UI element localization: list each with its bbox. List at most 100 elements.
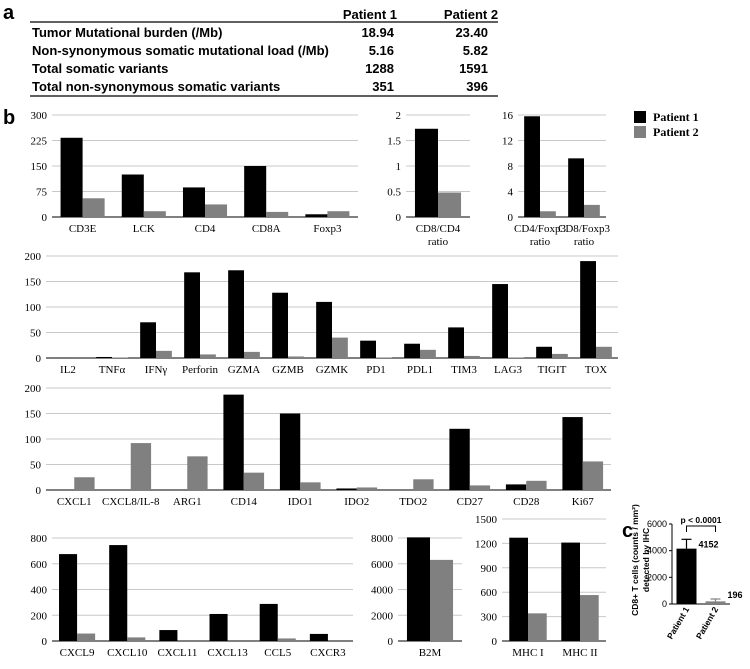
x-label-gzmb: GZMB <box>272 364 304 376</box>
bar-b2m-patient-1 <box>406 537 430 641</box>
x-label-mhc-i: MHC I <box>512 647 544 659</box>
bar-cd8a-patient-1 <box>244 166 267 217</box>
y-tick-label: 1 <box>396 161 402 173</box>
bar-lck-patient-1 <box>121 174 144 217</box>
y-tick-label: 50 <box>30 328 42 340</box>
row-value-tmb-p1: 18.94 <box>361 25 394 40</box>
x-label-ido2: IDO2 <box>344 496 369 508</box>
bar-cxcl8-il-8-patient-2 <box>130 443 152 490</box>
x-label-cxcl9: CXCL9 <box>60 647 95 659</box>
x-label-perforin: Perforin <box>182 364 219 376</box>
legend-swatch-patient-2 <box>634 126 646 138</box>
x-label-lck: LCK <box>133 223 155 235</box>
bar-ki67-patient-2 <box>582 461 604 490</box>
bar-perforin-patient-2 <box>200 354 216 358</box>
bar-lck-patient-2 <box>143 211 166 217</box>
y-tick-label: 4 <box>508 187 514 199</box>
bar-tigit-patient-2 <box>552 353 568 358</box>
x-label-tim3: TIM3 <box>451 364 477 376</box>
y-tick-label: 225 <box>31 136 48 148</box>
bar-cxcl13-patient-1 <box>209 613 228 641</box>
bar-cd3e-patient-1 <box>60 137 83 217</box>
bar-perforin-patient-1 <box>184 272 200 358</box>
y-tick-label: 6000 <box>371 559 394 571</box>
bar-cxcl9-patient-2 <box>77 633 96 641</box>
x-label-mhc-ii: MHC II <box>562 647 597 659</box>
x-label-pd1: PD1 <box>366 364 386 376</box>
bar-tim3-patient-1 <box>448 327 464 358</box>
y-tick-label: 2000 <box>371 610 394 622</box>
value-label-patient-2: 196 <box>728 590 743 600</box>
y-tick-label: 600 <box>481 587 498 599</box>
bar-pdl1-patient-1 <box>404 343 420 358</box>
x-label-il2: IL2 <box>60 364 76 376</box>
panel-b-letter: b <box>3 107 15 129</box>
bar-ido1-patient-1 <box>279 413 301 490</box>
chart-cd8-cd4-ratio: 0 0.5 1 1.5 2 CD8/CD4 ratio <box>387 110 470 248</box>
y-tick-label: 300 <box>481 612 498 624</box>
row-value-nonsyn-load-p2: 5.82 <box>463 43 488 58</box>
bar-foxp3-patient-2 <box>327 211 350 217</box>
x-label-gzma: GZMA <box>228 364 260 376</box>
x-label-patient-1: Patient 1 <box>665 605 692 641</box>
x-label-cd8a: CD8A <box>252 223 281 235</box>
x-label-ccl5: CCL5 <box>264 647 291 659</box>
y-tick-label: 0 <box>662 599 667 609</box>
row-value-nonsyn-load-p1: 5.16 <box>369 43 394 58</box>
bar-cd4-foxp3-ratio-patient-2 <box>540 211 556 217</box>
bar-ido1-patient-2 <box>300 482 321 490</box>
y-tick-label: 1.5 <box>387 136 401 148</box>
bar-gzmb-patient-2 <box>288 356 304 358</box>
bar-ki67-patient-1 <box>562 417 583 490</box>
header-patient-2: Patient 2 <box>444 7 498 22</box>
y-tick-label: 0 <box>42 636 48 648</box>
y-tick-label: 2000 <box>647 572 667 582</box>
bar-cd8-cd4-ratio-patient-1 <box>414 128 438 217</box>
row-value-tmb-p2: 23.40 <box>455 25 488 40</box>
y-tick-label: 6000 <box>647 519 667 529</box>
legend-label-patient-1: Patient 1 <box>653 110 699 124</box>
x-label-pdl1: PDL1 <box>407 364 433 376</box>
bar-ifn-patient-1 <box>140 322 156 358</box>
x-label-ido1: IDO1 <box>288 496 313 508</box>
bar-mhc-ii-patient-1 <box>561 542 580 641</box>
bar-cxcl11-patient-1 <box>159 630 178 641</box>
bar-ido2-patient-1 <box>336 488 357 490</box>
x-label-cd8-foxp3-ratio: CD8/Foxp3 ratio <box>558 223 610 248</box>
y-tick-label: 8000 <box>371 533 394 545</box>
y-tick-label: 200 <box>25 383 42 395</box>
x-label-cd27: CD27 <box>457 496 484 508</box>
bar-patient-1 <box>676 548 697 604</box>
bar-cxcl9-patient-1 <box>59 554 78 641</box>
row-label-total-variants: Total somatic variants <box>32 61 168 76</box>
y-tick-label: 800 <box>31 533 48 545</box>
bar-cd8-foxp3-ratio-patient-2 <box>584 204 600 217</box>
bar-mhc-i-patient-2 <box>528 613 547 641</box>
bar-cd8-cd4-ratio-patient-2 <box>438 192 462 217</box>
bar-il2-patient-1 <box>52 357 68 358</box>
y-tick-label: 200 <box>25 251 42 263</box>
y-tick-label: 150 <box>25 277 42 289</box>
x-label-cd28: CD28 <box>513 496 540 508</box>
y-tick-label: 0 <box>508 212 514 224</box>
y-tick-label: 16 <box>502 110 514 122</box>
x-label-foxp3: Foxp3 <box>313 223 342 235</box>
bar-cd4-foxp3-ratio-patient-1 <box>524 116 540 217</box>
bar-gzma-patient-2 <box>244 351 260 358</box>
bar-tox-patient-2 <box>596 346 612 358</box>
bar-ido2-patient-2 <box>356 487 378 490</box>
bar-pd1-patient-1 <box>360 340 376 358</box>
chart-mhc: 0 300 600 900 1200 1500 MHC I MHC II <box>475 514 606 659</box>
bar-gzmk-patient-1 <box>316 301 332 358</box>
y-tick-label: 600 <box>31 559 48 571</box>
bar-cxcl10-patient-2 <box>127 637 146 641</box>
legend-swatch-patient-1 <box>634 111 646 123</box>
p-value-annotation: p < 0.0001 <box>681 515 722 525</box>
panel-c-letter: c <box>622 520 633 542</box>
bar-foxp3-patient-1 <box>305 214 328 217</box>
x-label-b2m: B2M <box>419 647 442 659</box>
bar-cd4-patient-2 <box>205 204 228 217</box>
bar-cd28-patient-1 <box>505 484 527 490</box>
